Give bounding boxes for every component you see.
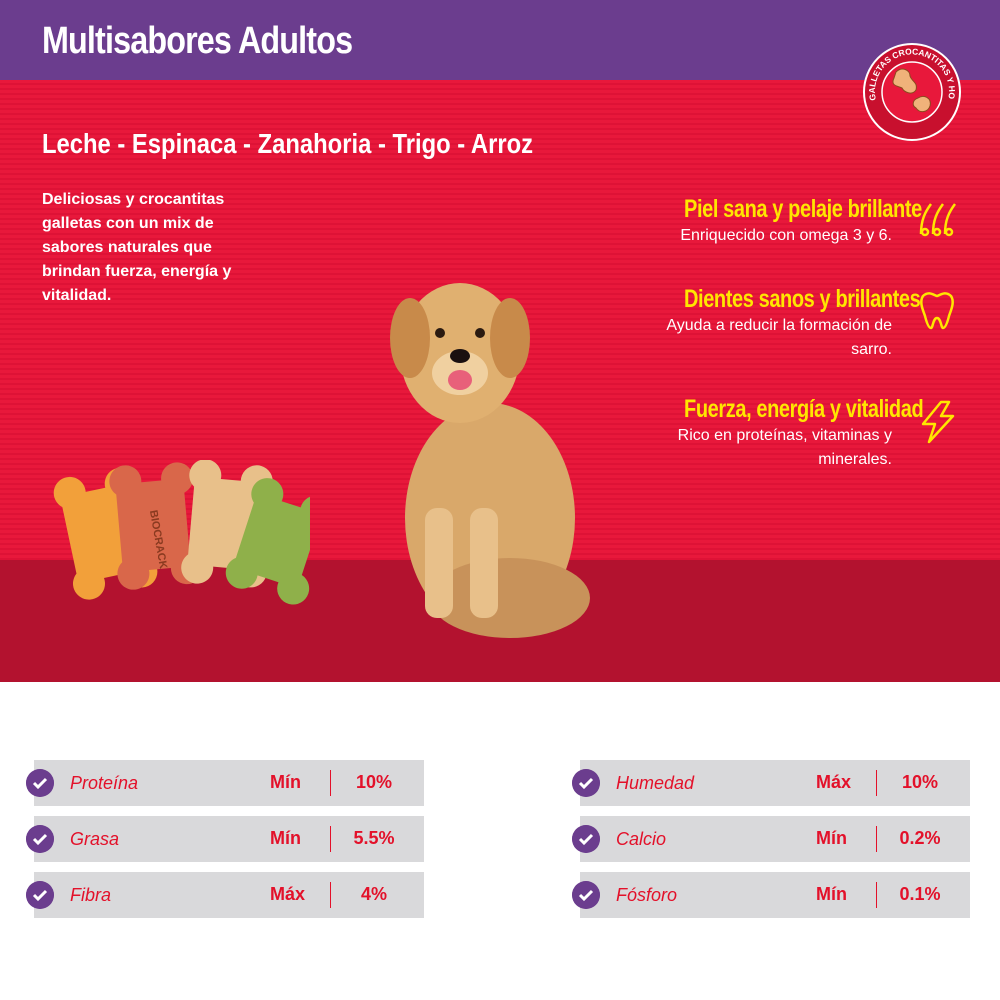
nutrient-qualifier: Máx (816, 772, 852, 792)
nutrient-name: Humedad (616, 773, 695, 793)
nutrient-value: 5.5% (353, 828, 395, 848)
nutrient-name: Calcio (616, 829, 667, 849)
nutrient-value: 10% (901, 772, 939, 792)
nutrition-row: Humedad Máx 10% (572, 760, 970, 806)
dog-image (390, 283, 590, 638)
tooth-icon (920, 292, 954, 330)
page-title: Multisabores Adultos (42, 20, 353, 62)
hair-icon (919, 203, 957, 237)
nutrition-row: Calcio Mín 0.2% (572, 816, 970, 862)
nutrition-row: Fibra Máx 4% (26, 872, 424, 918)
check-icon (26, 769, 54, 797)
check-icon (572, 825, 600, 853)
lightning-icon (921, 400, 955, 444)
nutrient-value: 0.2% (899, 828, 941, 848)
nutrient-name: Proteína (70, 773, 139, 793)
benefit-energy: Fuerza, energía y vitalidad Rico en prote… (677, 395, 924, 468)
benefit-skin: Piel sana y pelaje brillante Enriquecido … (680, 195, 922, 244)
divider (876, 826, 877, 852)
nutrient-qualifier: Mín (816, 884, 847, 904)
divider (330, 882, 331, 908)
nutrition-row: Grasa Mín 5.5% (26, 816, 424, 862)
seal-logo: GALLETAS CROCANTITAS Y HORNEADITAS (862, 42, 961, 141)
nutrient-value: 4% (360, 884, 387, 904)
benefit-teeth: Dientes sanos y brillantes Ayuda a reduci… (666, 285, 921, 358)
nutrition-row: Proteína Mín 10% (26, 760, 424, 806)
divider (876, 770, 877, 796)
nutrient-name: Fósforo (616, 885, 678, 905)
nutrient-value: 10% (355, 772, 393, 792)
flavors-list: Leche - Espinaca - Zanahoria - Trigo - A… (42, 128, 534, 159)
product-description: Deliciosas y crocantitas galletas con un… (42, 191, 232, 304)
header: Multisabores Adultos (0, 0, 1000, 80)
divider (330, 770, 331, 796)
nutrient-name: Fibra (70, 885, 112, 905)
divider (876, 882, 877, 908)
biscuits-image: BIOCRACK (53, 460, 310, 605)
check-icon (572, 769, 600, 797)
divider (330, 826, 331, 852)
nutrient-name: Grasa (70, 829, 120, 849)
nutrient-qualifier: Máx (270, 884, 306, 904)
nutrient-value: 0.1% (899, 884, 941, 904)
check-icon (26, 881, 54, 909)
nutrient-qualifier: Mín (816, 828, 847, 848)
nutrient-qualifier: Mín (270, 828, 301, 848)
nutrient-qualifier: Mín (270, 772, 301, 792)
nutrition-row: Fósforo Mín 0.1% (572, 872, 970, 918)
check-icon (572, 881, 600, 909)
check-icon (26, 825, 54, 853)
